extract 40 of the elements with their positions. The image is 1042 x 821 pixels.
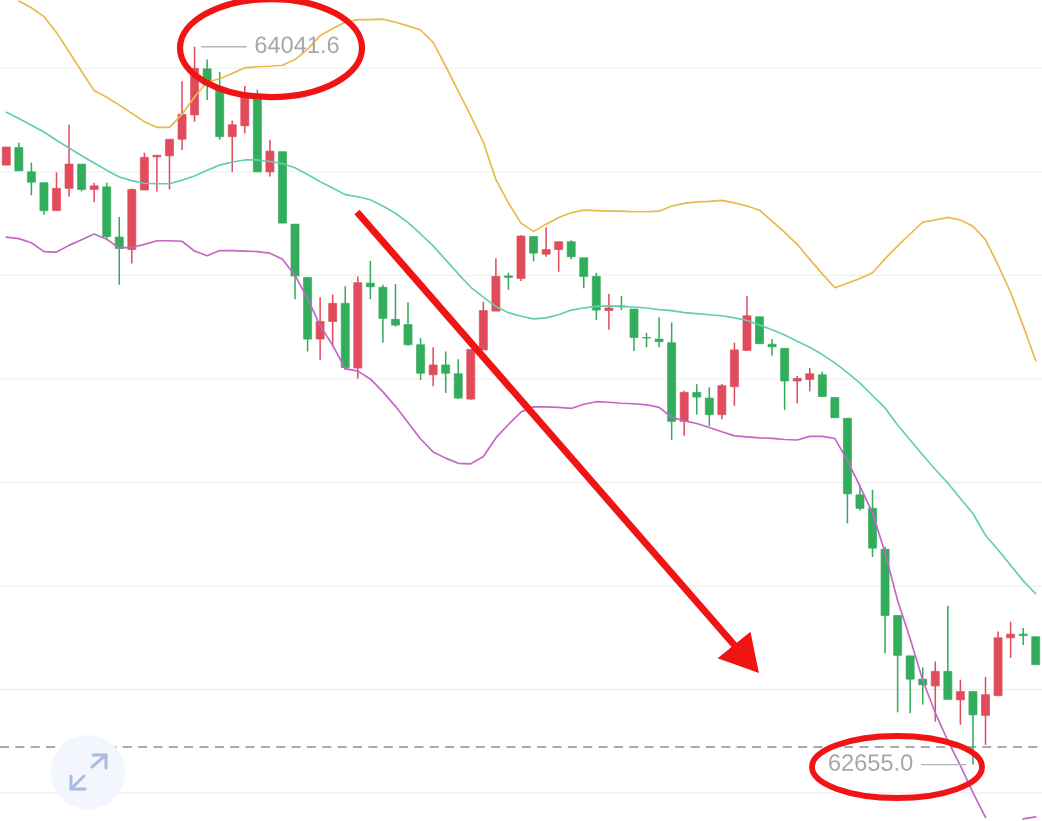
candlestick	[1, 146, 11, 166]
candlestick	[265, 139, 275, 178]
candlestick	[529, 235, 538, 263]
candlestick	[1006, 620, 1015, 659]
candlestick	[566, 239, 576, 261]
candlestick	[391, 283, 400, 328]
candlestick	[152, 154, 162, 193]
candlestick	[27, 161, 36, 196]
candlestick	[968, 690, 978, 766]
candlestick	[981, 676, 990, 746]
candlestick	[905, 655, 915, 715]
candlestick	[855, 484, 865, 512]
candlestick	[89, 181, 99, 203]
annotation: 62655.0	[829, 754, 913, 771]
candlestick	[956, 678, 965, 726]
candlestick	[428, 346, 438, 387]
candlestick	[315, 296, 325, 361]
candlestick	[767, 338, 777, 357]
candlestick	[792, 375, 802, 405]
candlestick	[918, 666, 928, 706]
candlestick	[541, 226, 551, 258]
candlestick	[441, 350, 451, 394]
candlestick	[817, 370, 827, 398]
candlestick	[114, 216, 124, 286]
candlestick	[403, 301, 413, 347]
candlestick	[165, 138, 174, 191]
candlestick	[805, 367, 815, 393]
candlestick	[1018, 627, 1028, 646]
candlestick	[365, 260, 375, 300]
candlestick	[704, 386, 714, 427]
candlestick	[604, 293, 614, 331]
candlestick	[52, 171, 61, 212]
candlestick	[830, 396, 840, 419]
candlestick	[579, 257, 589, 290]
candlestick	[930, 660, 940, 723]
candlestick	[14, 142, 24, 172]
candlestick	[554, 240, 564, 273]
candlestick	[654, 316, 664, 349]
candlestick	[227, 119, 237, 173]
candlestick	[692, 383, 702, 416]
